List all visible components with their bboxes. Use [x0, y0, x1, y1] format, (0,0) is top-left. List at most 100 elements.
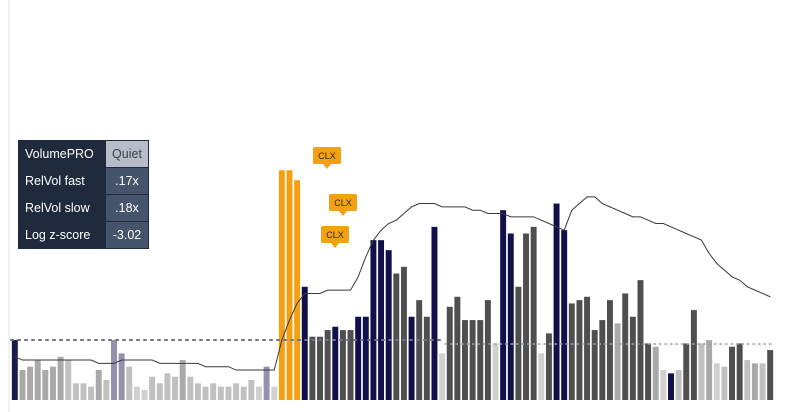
volume-bar [759, 363, 766, 400]
volume-bar [698, 343, 705, 400]
volume-bar [629, 316, 636, 400]
volume-bar [530, 226, 537, 400]
volume-bar [637, 280, 644, 400]
volume-bar [126, 366, 133, 400]
volume-bar [27, 366, 34, 400]
clx-marker-box [329, 194, 357, 211]
volume-bar [614, 323, 621, 400]
volume-bar [553, 203, 560, 400]
volume-bar [393, 273, 400, 400]
volume-bar [477, 320, 484, 400]
volume-bar [721, 366, 728, 400]
volume-bar [767, 350, 774, 400]
volume-bar [95, 370, 102, 400]
volume-bar [57, 356, 64, 400]
volume-bar [423, 316, 430, 400]
info-row-relvol-fast: RelVol fast .17x [19, 168, 148, 194]
clx-marker-box [313, 147, 341, 164]
volume-bar [431, 226, 438, 400]
volume-bar [225, 386, 232, 400]
volume-bar [248, 380, 255, 400]
bar-series [11, 170, 774, 400]
volume-bar [65, 360, 72, 400]
clx-marker-label: CLX [326, 230, 344, 240]
reference-lines [10, 339, 775, 345]
volume-bar [523, 233, 529, 400]
volume-bar [408, 316, 415, 400]
volume-bar [256, 386, 262, 400]
volume-bar [19, 370, 26, 400]
volume-bar [240, 386, 247, 400]
volume-bar [507, 233, 514, 400]
volume-bar [309, 336, 316, 400]
volume-bar [683, 343, 690, 400]
volume-bar [599, 320, 606, 400]
volume-bar [72, 383, 79, 400]
volume-bar [217, 386, 224, 400]
volume-bar [446, 306, 453, 400]
clx-marker-label: CLX [334, 198, 352, 208]
volume-bar [706, 340, 713, 400]
volume-bar [210, 383, 217, 400]
volume-bar [652, 346, 659, 400]
volume-bar [111, 340, 117, 400]
volume-bar [202, 386, 209, 400]
volume-bar [400, 266, 407, 400]
volume-bar [347, 330, 354, 400]
volume-bar [606, 300, 613, 400]
volume-bar [538, 353, 545, 400]
volume-bar [492, 343, 499, 400]
volume-bar [713, 363, 720, 400]
info-value: .18x [106, 195, 148, 221]
volume-bar [622, 293, 629, 400]
volume-bar [416, 300, 423, 400]
volume-bar [156, 383, 163, 400]
info-value: .17x [106, 168, 148, 194]
volume-bar [439, 353, 446, 400]
volume-bar [271, 386, 278, 400]
volume-bar [370, 240, 377, 400]
volume-bar [118, 353, 125, 400]
volume-bar [278, 170, 285, 400]
volume-bar [164, 373, 171, 400]
volume-bar [263, 366, 270, 400]
volume-bar [187, 376, 194, 400]
volume-bar [11, 340, 18, 400]
info-label: RelVol fast [19, 168, 105, 194]
volume-bar [34, 360, 41, 400]
volume-bar [179, 360, 186, 400]
volume-bar [332, 326, 339, 400]
volume-bar [339, 330, 346, 400]
volume-bar [172, 376, 179, 400]
volume-bar [149, 376, 156, 400]
volume-bar [355, 316, 362, 400]
volume-bar [591, 330, 598, 400]
volume-bar [378, 240, 385, 400]
volume-bar [324, 330, 331, 400]
clx-marker-label: CLX [318, 151, 336, 161]
info-row-log-zscore: Log z-score -3.02 [19, 222, 148, 248]
volume-bar [576, 300, 583, 400]
clx-markers: CLX CLX CLX [313, 147, 357, 248]
info-label: VolumePRO [19, 141, 105, 167]
clx-marker: CLX [313, 147, 341, 169]
info-row-volumepro: VolumePRO Quiet [19, 141, 148, 167]
volume-bar [233, 383, 240, 400]
clx-marker-pointer [331, 243, 339, 248]
volume-bar [49, 366, 56, 400]
volume-bar [675, 370, 682, 400]
volume-bar [729, 346, 736, 400]
volume-bar [744, 360, 751, 400]
volume-bar [690, 310, 697, 400]
info-row-relvol-slow: RelVol slow .18x [19, 195, 148, 221]
volume-bar [194, 383, 201, 400]
volume-bar [80, 383, 87, 400]
volume-bar [286, 170, 293, 400]
volumepro-info-panel: VolumePRO Quiet RelVol fast .17x RelVol … [18, 140, 149, 249]
volume-bar [545, 333, 552, 400]
volume-bar [462, 320, 468, 400]
volume-bar [454, 296, 461, 400]
volume-bar [88, 386, 95, 400]
